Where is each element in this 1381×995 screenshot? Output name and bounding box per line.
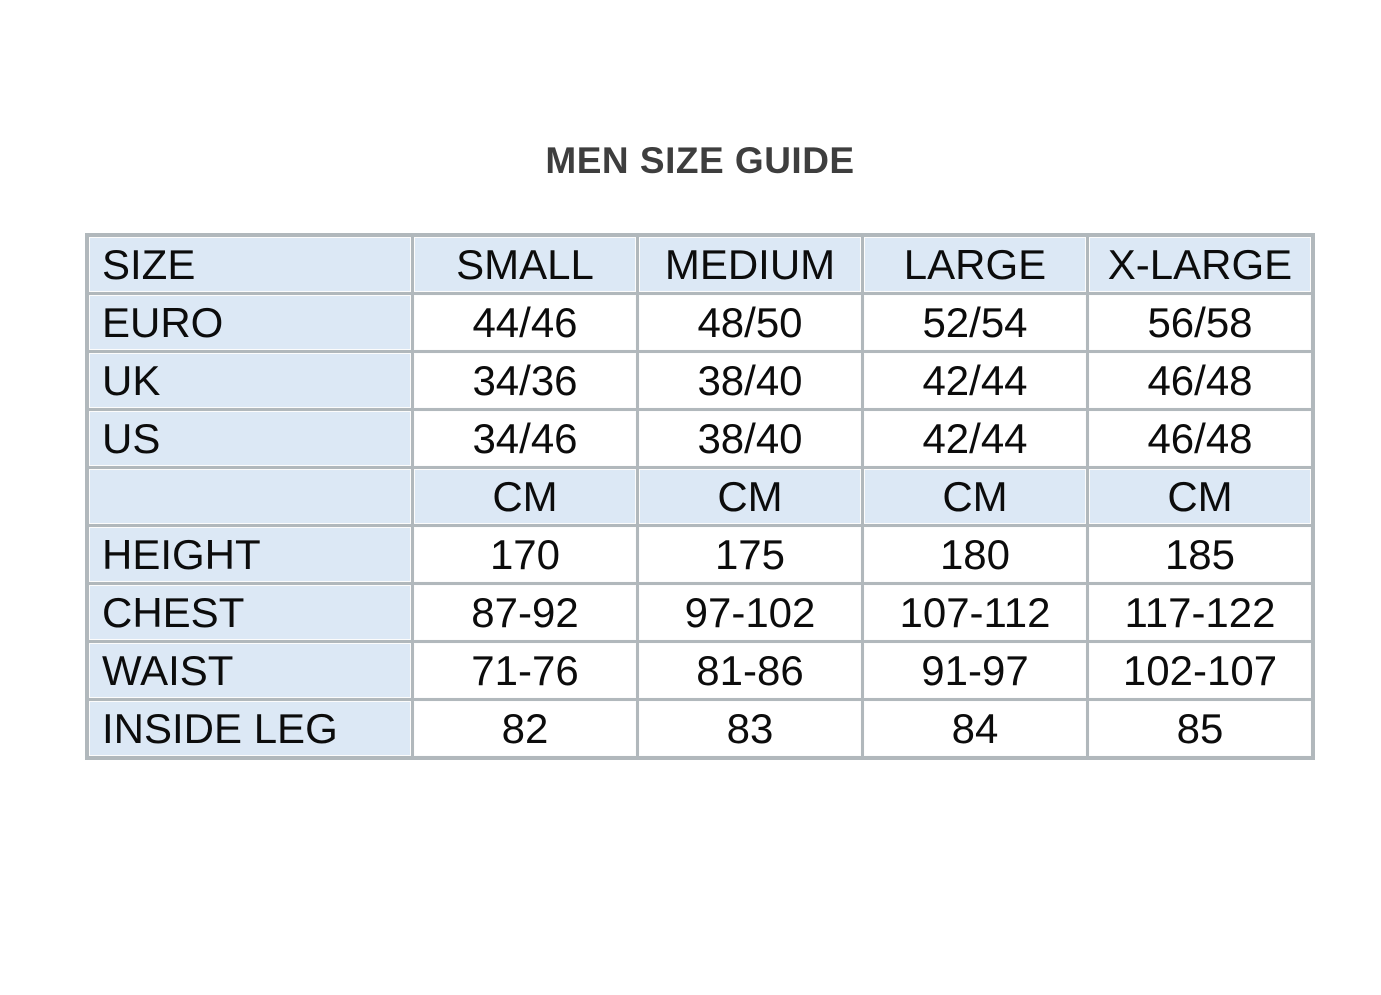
table-cell: 97-102 bbox=[640, 586, 860, 639]
table-row-waist: WAIST 71-76 81-86 91-97 102-107 bbox=[90, 644, 1310, 697]
unit-cell-cm: CM bbox=[640, 470, 860, 523]
table-cell: 34/46 bbox=[415, 412, 635, 465]
table-row-us: US 34/46 38/40 42/44 46/48 bbox=[90, 412, 1310, 465]
table-row-uk: UK 34/36 38/40 42/44 46/48 bbox=[90, 354, 1310, 407]
unit-cell-cm: CM bbox=[1090, 470, 1310, 523]
table-cell: 38/40 bbox=[640, 354, 860, 407]
table-cell: 81-86 bbox=[640, 644, 860, 697]
row-label-empty bbox=[90, 470, 410, 523]
column-header-size: SIZE bbox=[90, 238, 410, 291]
table-cell: 180 bbox=[865, 528, 1085, 581]
row-label-us: US bbox=[90, 412, 410, 465]
row-label-inside-leg: INSIDE LEG bbox=[90, 702, 410, 755]
column-header-x-large: X-LARGE bbox=[1090, 238, 1310, 291]
table-cell: 44/46 bbox=[415, 296, 635, 349]
row-label-height: HEIGHT bbox=[90, 528, 410, 581]
table-cell: 91-97 bbox=[865, 644, 1085, 697]
table-cell: 42/44 bbox=[865, 354, 1085, 407]
row-label-uk: UK bbox=[90, 354, 410, 407]
table-cell: 46/48 bbox=[1090, 354, 1310, 407]
size-guide-table: SIZE SMALL MEDIUM LARGE X-LARGE EURO 44/… bbox=[85, 233, 1315, 760]
table-cell: 82 bbox=[415, 702, 635, 755]
table-cell: 83 bbox=[640, 702, 860, 755]
table-cell: 38/40 bbox=[640, 412, 860, 465]
table-cell: 46/48 bbox=[1090, 412, 1310, 465]
table-cell: 170 bbox=[415, 528, 635, 581]
table-cell: 87-92 bbox=[415, 586, 635, 639]
table-cell: 102-107 bbox=[1090, 644, 1310, 697]
table-row-chest: CHEST 87-92 97-102 107-112 117-122 bbox=[90, 586, 1310, 639]
table-cell: 84 bbox=[865, 702, 1085, 755]
column-header-medium: MEDIUM bbox=[640, 238, 860, 291]
unit-cell-cm: CM bbox=[865, 470, 1085, 523]
column-header-large: LARGE bbox=[865, 238, 1085, 291]
page-title: MEN SIZE GUIDE bbox=[545, 140, 855, 181]
table-cell: 34/36 bbox=[415, 354, 635, 407]
table-cell: 175 bbox=[640, 528, 860, 581]
table-cell: 117-122 bbox=[1090, 586, 1310, 639]
table-cell: 42/44 bbox=[865, 412, 1085, 465]
table-cell: 52/54 bbox=[865, 296, 1085, 349]
row-label-euro: EURO bbox=[90, 296, 410, 349]
table-header-row: SIZE SMALL MEDIUM LARGE X-LARGE bbox=[90, 238, 1310, 291]
table-cell: 56/58 bbox=[1090, 296, 1310, 349]
table-cell: 48/50 bbox=[640, 296, 860, 349]
row-label-chest: CHEST bbox=[90, 586, 410, 639]
row-label-waist: WAIST bbox=[90, 644, 410, 697]
table-row-inside-leg: INSIDE LEG 82 83 84 85 bbox=[90, 702, 1310, 755]
table-cell: 71-76 bbox=[415, 644, 635, 697]
table-row-height: HEIGHT 170 175 180 185 bbox=[90, 528, 1310, 581]
table-cell: 107-112 bbox=[865, 586, 1085, 639]
unit-cell-cm: CM bbox=[415, 470, 635, 523]
column-header-small: SMALL bbox=[415, 238, 635, 291]
table-cell: 85 bbox=[1090, 702, 1310, 755]
table-row-euro: EURO 44/46 48/50 52/54 56/58 bbox=[90, 296, 1310, 349]
table-cell: 185 bbox=[1090, 528, 1310, 581]
table-row-cm-units: CM CM CM CM bbox=[90, 470, 1310, 523]
